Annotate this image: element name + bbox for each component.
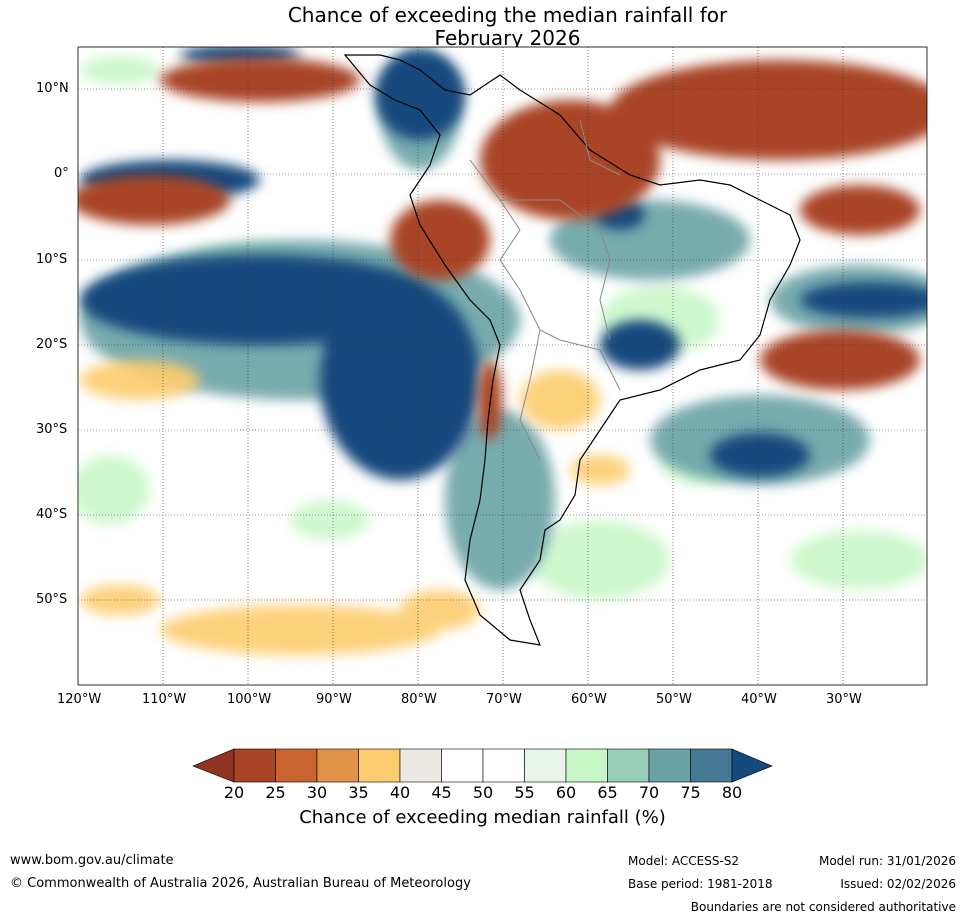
colorbar-segment — [233, 748, 276, 783]
colorbar-segment — [399, 748, 442, 783]
colorbar-segment — [648, 748, 691, 783]
lat-tick: 10°N — [36, 81, 69, 96]
colorbar-tick-label: 40 — [389, 783, 411, 802]
colorbar-tick-label: 65 — [597, 783, 618, 802]
colorbar-tick-label: 30 — [306, 783, 328, 802]
colorbar-segment — [316, 748, 359, 783]
colorbar-segment — [441, 748, 484, 783]
lon-tick: 70°W — [486, 692, 522, 707]
colorbar-segment — [690, 748, 733, 783]
lat-tick: 20°S — [36, 337, 68, 352]
colorbar-title: Chance of exceeding median rainfall (%) — [299, 807, 666, 828]
colorbar-tick-label: 80 — [721, 783, 743, 802]
model-run-label: Model run: 31/01/2026 — [818, 854, 956, 868]
colorbar — [192, 748, 773, 783]
model-label: Model: ACCESS-S2 — [628, 854, 740, 868]
map-frame — [77, 46, 928, 686]
title-line-1: Chance of exceeding the median rainfall … — [287, 3, 728, 27]
colorbar-tick-label: 75 — [680, 783, 701, 802]
boundaries-note: Boundaries are not considered authoritat… — [690, 900, 956, 914]
base-period-label: Base period: 1981-2018 — [628, 877, 773, 891]
lon-tick: 40°W — [741, 692, 777, 707]
lon-tick: 60°W — [571, 692, 607, 707]
map-title: Chance of exceeding the median rainfall … — [0, 4, 965, 50]
lon-tick: 120°W — [57, 692, 102, 707]
colorbar-segment — [358, 748, 401, 783]
colorbar-tick-label: 50 — [472, 783, 494, 802]
colorbar-below-arrow — [192, 748, 235, 783]
colorbar-tick-label: 55 — [514, 783, 535, 802]
issued-label: Issued: 02/02/2026 — [840, 877, 956, 891]
colorbar-tick-label: 35 — [348, 783, 369, 802]
lon-tick: 110°W — [142, 692, 187, 707]
lat-tick: 40°S — [36, 507, 68, 522]
colorbar-segment — [524, 748, 567, 783]
coastline — [343, 54, 801, 646]
map-field — [78, 47, 927, 685]
colorbar-segments — [233, 748, 733, 783]
lon-tick: 50°W — [656, 692, 692, 707]
colorbar-tick-label: 60 — [555, 783, 577, 802]
colorbar-tick-label: 45 — [431, 783, 452, 802]
colorbar-tick-label: 70 — [638, 783, 660, 802]
copyright: © Commonwealth of Australia 2026, Austra… — [10, 876, 471, 891]
lat-tick: 50°S — [36, 592, 68, 607]
lon-tick: 100°W — [227, 692, 272, 707]
colorbar-segment — [482, 748, 525, 783]
colorbar-segment — [275, 748, 318, 783]
lon-tick: 80°W — [401, 692, 437, 707]
colorbar-tick-label: 20 — [223, 783, 245, 802]
graticule — [78, 47, 927, 685]
lat-tick: 30°S — [36, 422, 68, 437]
lon-tick: 90°W — [316, 692, 352, 707]
colorbar-above-arrow — [731, 748, 773, 783]
bom-url: www.bom.gov.au/climate — [10, 853, 174, 868]
colorbar-segment — [565, 748, 608, 783]
lon-tick: 30°W — [826, 692, 862, 707]
lat-tick: 10°S — [36, 252, 68, 267]
field-below-25 — [78, 58, 927, 440]
title-line-2: February 2026 — [434, 26, 581, 50]
colorbar-segment — [607, 748, 650, 783]
colorbar-tick-label: 25 — [265, 783, 286, 802]
field-35-40 — [80, 360, 630, 655]
country-borders — [469, 119, 621, 461]
lat-tick: 0° — [54, 166, 69, 181]
